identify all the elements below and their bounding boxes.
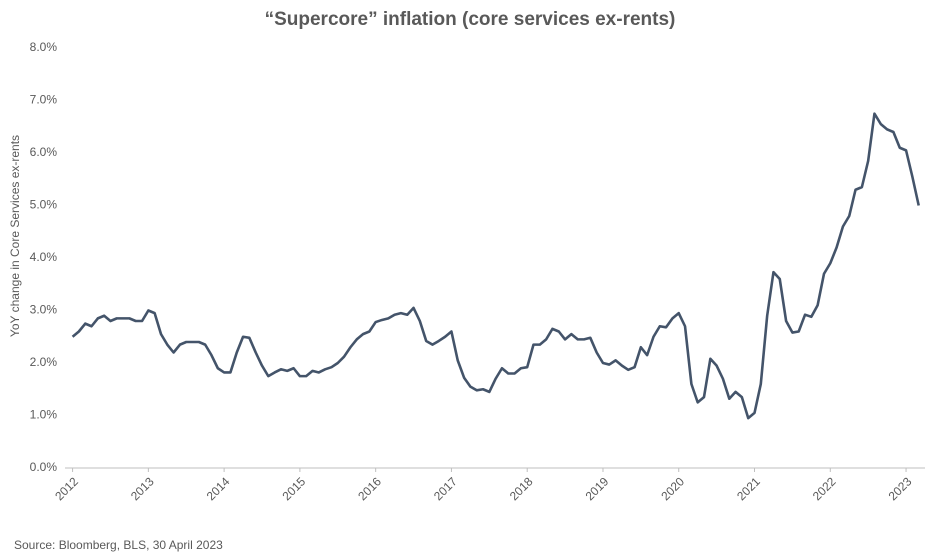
y-tick-label: 4.0% (30, 250, 58, 264)
chart-title: “Supercore” inflation (core services ex-… (265, 9, 676, 30)
x-tick-label: 2019 (583, 474, 612, 503)
x-tick-label: 2012 (52, 474, 81, 503)
x-tick-label: 2023 (886, 474, 915, 503)
source-note: Source: Bloomberg, BLS, 30 April 2023 (14, 538, 223, 552)
y-tick-label: 6.0% (30, 145, 58, 159)
x-tick-label: 2017 (431, 474, 460, 503)
x-tick-label: 2016 (355, 474, 384, 503)
x-tick-label: 2015 (279, 474, 308, 503)
y-tick-label: 8.0% (30, 40, 58, 54)
y-tick-label: 1.0% (30, 408, 58, 422)
x-tick-label: 2014 (204, 474, 233, 503)
x-tick-label: 2020 (658, 474, 687, 503)
y-axis-label: YoY change in Core Services ex-rents (8, 135, 22, 337)
y-tick-label: 7.0% (30, 93, 58, 107)
x-tick-label: 2013 (128, 474, 157, 503)
y-tick-label: 2.0% (30, 355, 58, 369)
y-tick-label: 0.0% (30, 460, 58, 474)
line-series (71, 112, 920, 420)
x-tick-label: 2018 (507, 474, 536, 503)
y-tick-label: 3.0% (30, 303, 58, 317)
x-tick-label: 2022 (810, 474, 839, 503)
x-tick-label: 2021 (734, 474, 763, 503)
y-tick-label: 5.0% (30, 198, 58, 212)
